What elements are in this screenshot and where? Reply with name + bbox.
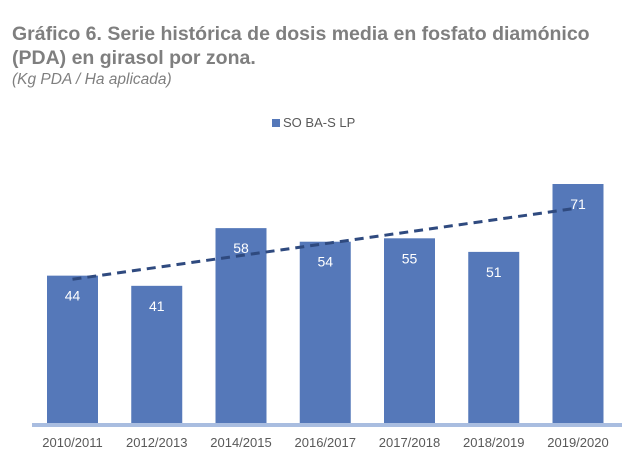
trendline	[72, 206, 579, 281]
x-tick-label: 2014/2015	[210, 435, 271, 450]
data-label: 58	[233, 240, 249, 256]
data-label: 55	[402, 250, 418, 266]
bar	[468, 251, 520, 425]
legend-label: SO BA-S LP	[283, 115, 356, 130]
x-tick-label: 2012/2013	[126, 435, 187, 450]
data-label: 51	[486, 264, 502, 280]
x-tick-label: 2010/2011	[42, 435, 103, 450]
chart-title: Gráfico 6. Serie histórica de dosis medi…	[12, 23, 590, 69]
x-tick-label: 2016/2017	[295, 435, 356, 450]
x-tick-label: 2019/2020	[547, 435, 608, 450]
data-label: 41	[149, 298, 165, 314]
bar	[552, 184, 604, 425]
bar	[131, 285, 183, 425]
bar	[384, 238, 435, 425]
legend-swatch	[272, 118, 280, 127]
bar	[215, 228, 267, 425]
x-tick-label: 2017/2018	[379, 435, 440, 450]
x-tick-label: 2018/2019	[463, 435, 524, 450]
bar	[47, 275, 98, 425]
bar	[299, 241, 351, 425]
data-label: 71	[570, 196, 586, 212]
data-label: 44	[65, 288, 81, 304]
legend: SO BA-S LP	[272, 115, 355, 130]
x-axis-line	[32, 423, 622, 427]
data-label: 54	[317, 254, 333, 270]
chart-subtitle: (Kg PDA / Ha aplicada)	[12, 71, 172, 88]
